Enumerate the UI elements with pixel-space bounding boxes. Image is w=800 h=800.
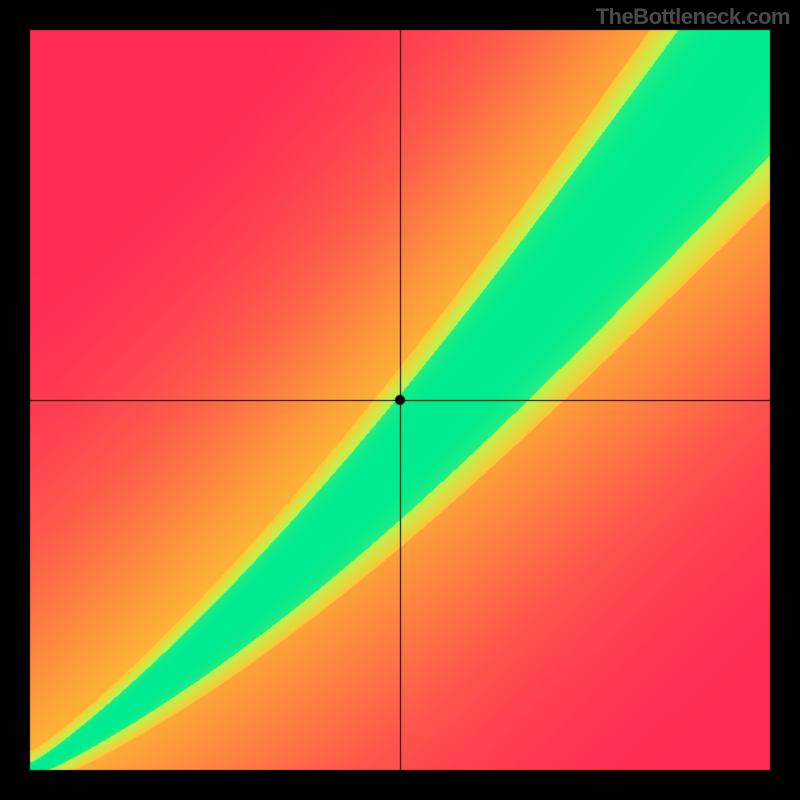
watermark-text: TheBottleneck.com: [596, 4, 790, 30]
bottleneck-heatmap: [0, 0, 800, 800]
chart-container: TheBottleneck.com: [0, 0, 800, 800]
